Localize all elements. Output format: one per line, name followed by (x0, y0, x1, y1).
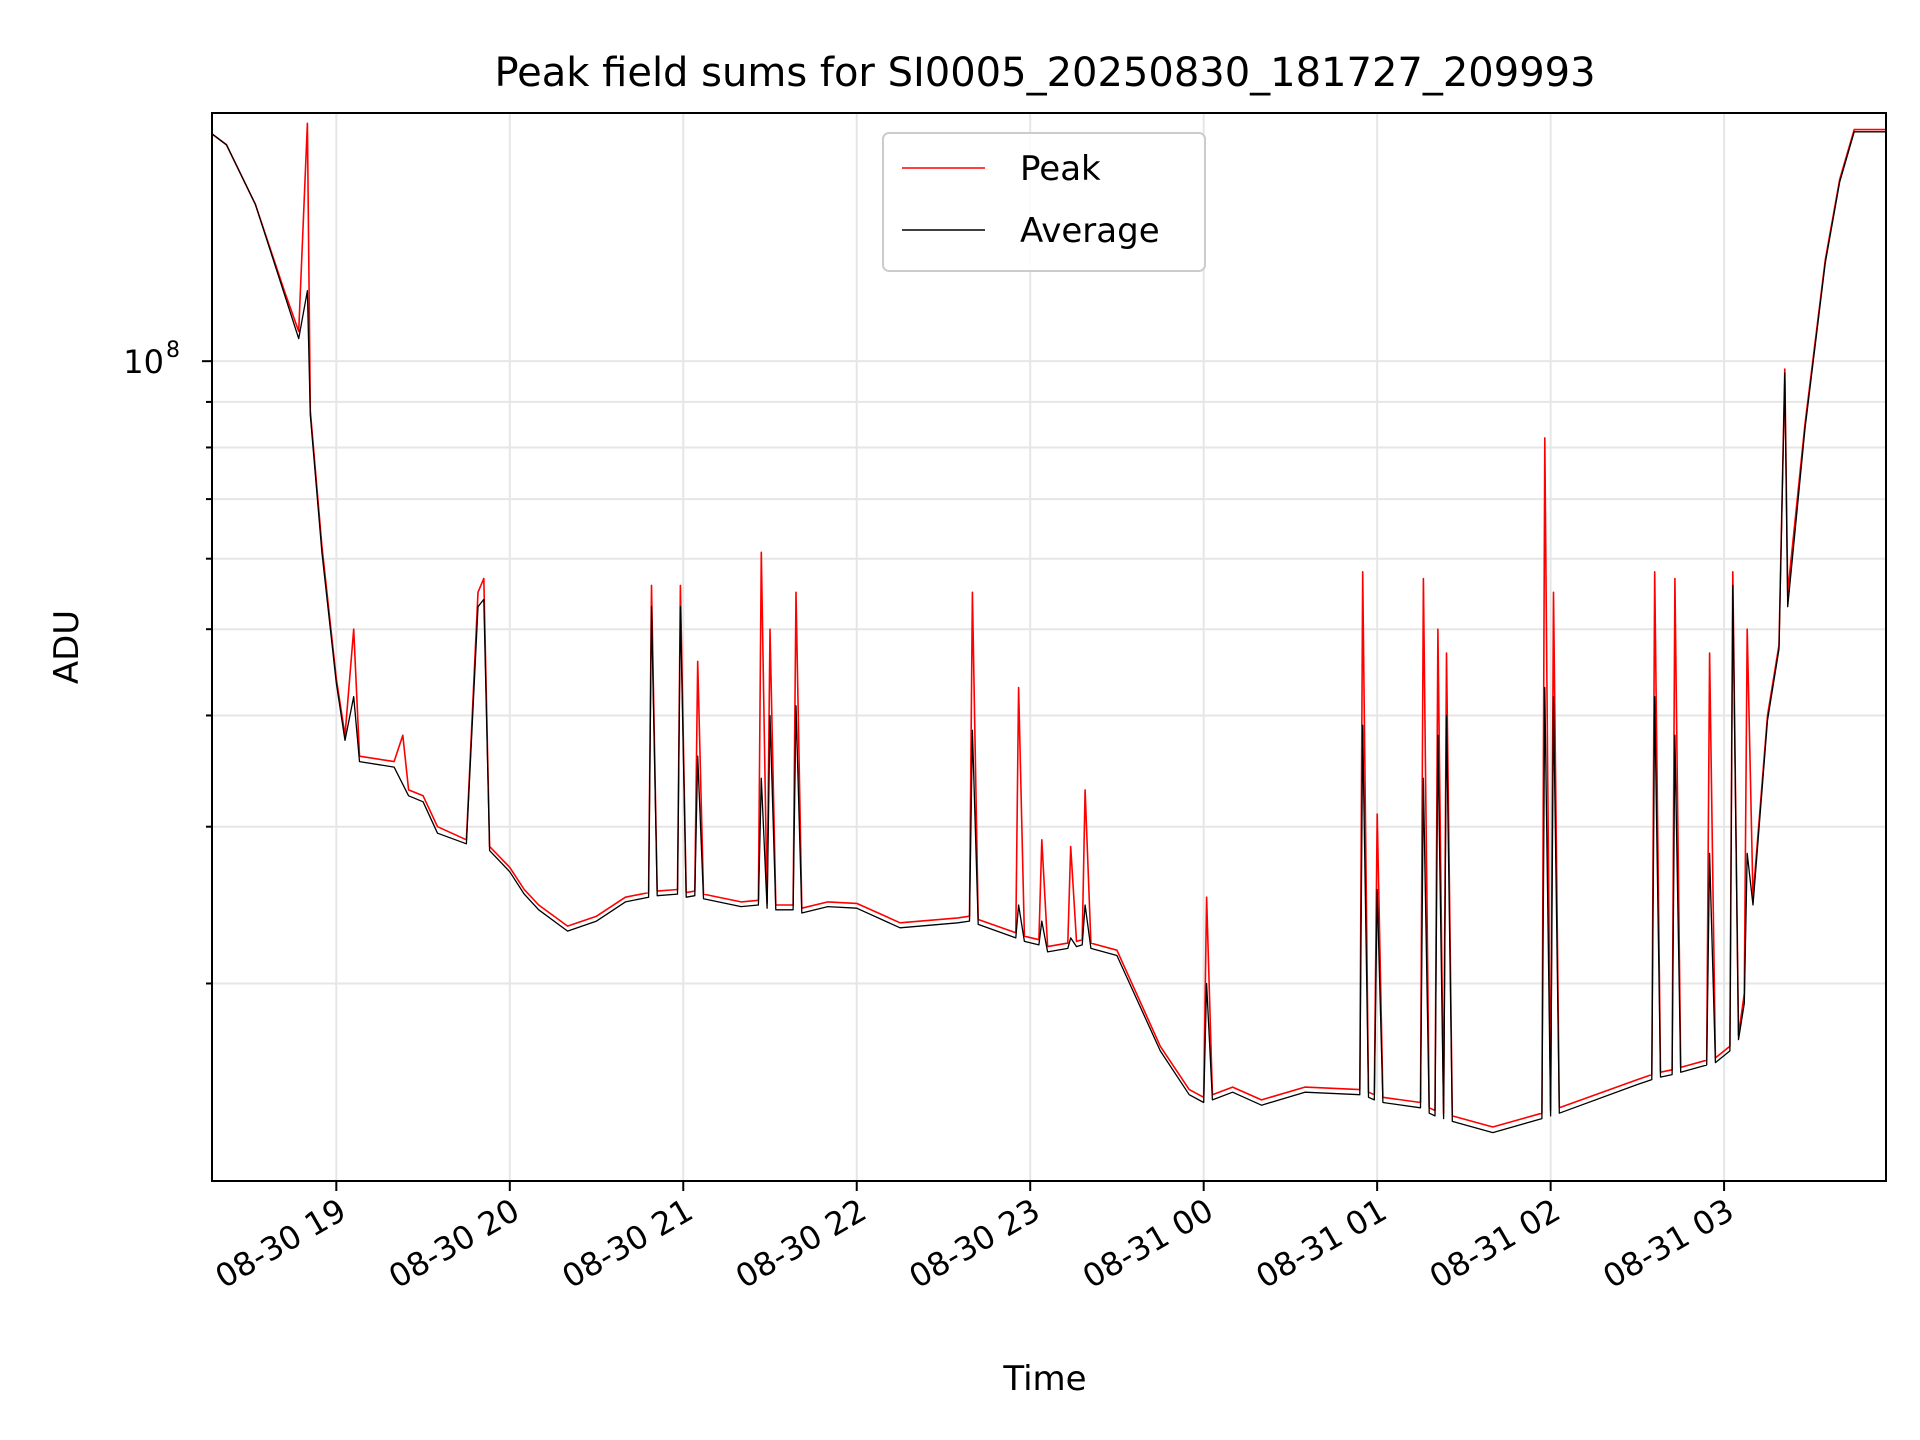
y-tick-label: 10 (123, 343, 164, 381)
grid-layer (212, 113, 1886, 1181)
legend-label-average: Average (1020, 211, 1160, 251)
y-tick-label-exponent: 8 (166, 338, 180, 363)
y-axis-label: ADU (47, 610, 87, 684)
series-layer (212, 122, 1886, 1134)
legend-label-peak: Peak (1020, 149, 1101, 189)
plot-frame (211, 112, 1887, 1182)
chart-title: Peak field sums for SI0005_20250830_1817… (494, 50, 1595, 96)
series-line-average (212, 131, 1886, 1134)
legend: Peak Average (882, 132, 1206, 272)
x-axis-label: Time (1002, 1359, 1086, 1399)
